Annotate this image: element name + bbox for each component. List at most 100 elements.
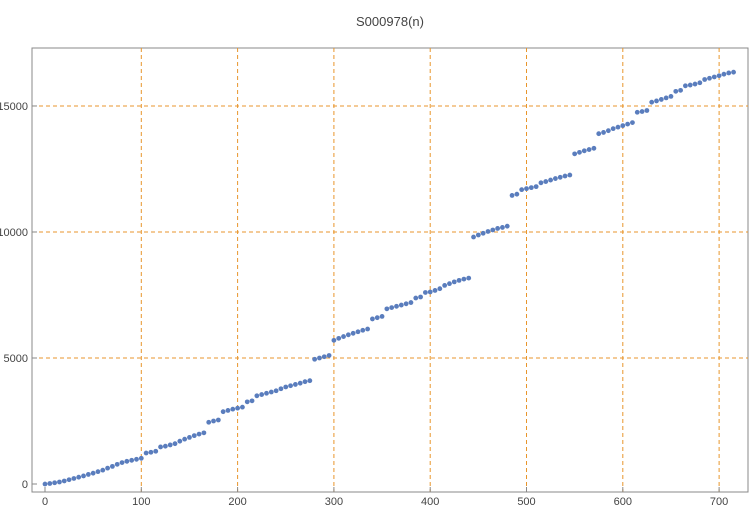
point — [182, 436, 188, 442]
point — [162, 443, 168, 449]
point — [413, 295, 419, 301]
point — [85, 472, 91, 477]
point — [639, 109, 645, 114]
point — [143, 450, 149, 456]
point — [610, 126, 616, 132]
point — [370, 316, 375, 322]
point — [302, 379, 308, 385]
point — [235, 405, 241, 411]
point — [129, 457, 135, 463]
point — [567, 172, 573, 178]
point — [524, 186, 529, 192]
point — [418, 294, 423, 300]
point — [731, 69, 736, 75]
point — [394, 303, 399, 309]
x-tick-label: 0 — [42, 496, 48, 508]
point — [673, 88, 679, 94]
point — [321, 354, 327, 360]
point — [707, 75, 712, 81]
x-tick-label: 400 — [421, 496, 439, 508]
x-tick-label: 300 — [325, 496, 343, 508]
point — [244, 399, 250, 405]
point — [475, 232, 481, 238]
point — [601, 130, 606, 135]
point — [211, 418, 216, 424]
x-tick-label: 200 — [228, 496, 246, 508]
point — [716, 73, 722, 79]
y-tick-label: 10000 — [0, 227, 28, 239]
point — [307, 378, 313, 384]
point — [259, 392, 265, 397]
point — [326, 353, 332, 358]
point — [52, 480, 58, 486]
point — [110, 463, 115, 469]
point — [76, 474, 82, 480]
point — [292, 382, 298, 387]
point — [466, 275, 472, 281]
point — [95, 469, 101, 475]
point — [201, 430, 207, 436]
point — [153, 448, 159, 454]
chart-title: S000978(n) — [356, 14, 424, 29]
point — [114, 461, 120, 467]
point — [500, 225, 505, 230]
x-tick-label: 700 — [710, 496, 728, 508]
point — [572, 151, 578, 157]
point — [437, 286, 443, 292]
point — [692, 81, 698, 87]
point — [663, 95, 669, 101]
point — [403, 301, 409, 307]
point — [586, 147, 592, 152]
point — [61, 478, 67, 484]
point — [649, 99, 655, 105]
point — [702, 77, 708, 82]
point — [254, 393, 260, 399]
point — [264, 390, 269, 396]
point — [615, 124, 621, 130]
point — [230, 406, 236, 412]
point — [81, 473, 86, 479]
point — [557, 174, 563, 180]
point — [683, 83, 688, 89]
y-tick-label: 15000 — [0, 101, 28, 113]
point — [485, 229, 491, 234]
point — [620, 123, 626, 129]
point — [105, 465, 110, 471]
point — [283, 384, 289, 390]
point — [278, 386, 284, 392]
point — [562, 173, 568, 179]
point — [365, 326, 371, 332]
point — [577, 149, 582, 155]
point — [124, 458, 130, 464]
x-tick-label: 500 — [517, 496, 535, 508]
point — [471, 234, 476, 240]
point — [408, 300, 414, 305]
point — [389, 305, 395, 310]
point — [71, 476, 77, 481]
point — [644, 108, 650, 113]
point — [317, 355, 322, 361]
point — [422, 290, 428, 295]
point — [509, 193, 515, 198]
point — [119, 460, 125, 465]
point — [596, 131, 602, 137]
point — [548, 177, 553, 183]
point — [172, 441, 178, 447]
point — [514, 191, 520, 197]
point — [552, 176, 558, 181]
point — [379, 314, 385, 319]
point — [148, 449, 154, 455]
point — [374, 315, 380, 321]
point — [678, 87, 683, 93]
point — [167, 442, 173, 448]
x-tick-label: 100 — [132, 496, 150, 508]
point — [495, 226, 501, 231]
point — [297, 380, 303, 386]
point — [158, 444, 163, 450]
point — [341, 334, 346, 339]
point — [504, 223, 510, 229]
point — [350, 330, 356, 336]
point — [697, 80, 703, 86]
point — [384, 306, 390, 312]
point — [47, 481, 53, 486]
